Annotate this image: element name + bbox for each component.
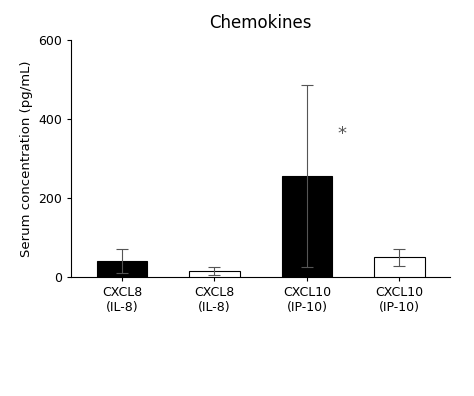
Text: *: * [337, 126, 346, 143]
Title: Chemokines: Chemokines [210, 15, 312, 32]
Bar [282, 176, 332, 277]
Bar [189, 271, 240, 277]
Y-axis label: Serum concentration (pg/mL): Serum concentration (pg/mL) [19, 60, 33, 257]
Bar [374, 257, 425, 277]
Bar [97, 261, 147, 277]
